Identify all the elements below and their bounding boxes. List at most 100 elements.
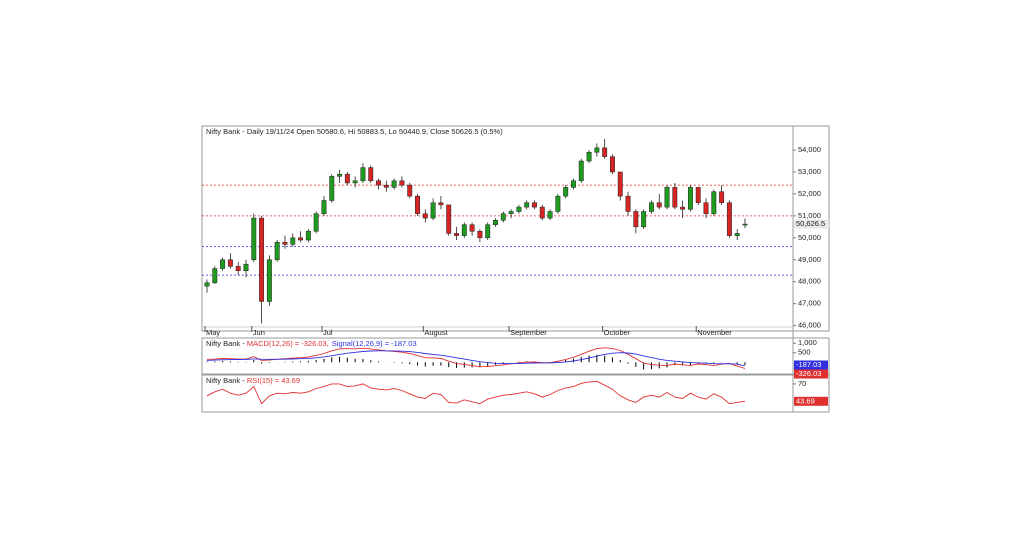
x-tick-label: October (604, 328, 631, 337)
price-panel (201, 125, 830, 332)
candle-body (430, 202, 436, 219)
candle-body (360, 167, 366, 182)
candle-body (672, 187, 678, 208)
candle-body (648, 202, 654, 212)
candle-body (422, 213, 428, 219)
last-value-label: -187.03 (796, 360, 821, 369)
indicator-title: Nifty Bank - RSI(15) = 43.69 (206, 376, 300, 385)
last-value-label-bg (794, 396, 828, 406)
legend-entry: Signal(12,26,9) = -187.03 (332, 339, 417, 348)
last-price-label: 50,626.5 (796, 219, 825, 228)
candle-body (477, 230, 483, 239)
y-tick-label: 52,000 (798, 189, 821, 198)
candle-body (243, 263, 249, 271)
candle-body (687, 187, 693, 210)
candle-body (391, 180, 397, 188)
candle-body (485, 224, 491, 239)
y-tick-label: 50,000 (798, 233, 821, 242)
candle-body (493, 220, 498, 225)
candle-body (469, 224, 475, 232)
candle-body (290, 237, 296, 245)
candle-body (274, 241, 280, 261)
candle-body (609, 156, 615, 173)
candle-body (415, 195, 420, 214)
candle-body (555, 195, 561, 212)
candle-body (321, 200, 327, 214)
candle-body (227, 259, 233, 267)
candle-body (734, 233, 740, 236)
candle-body (508, 211, 514, 214)
y-tick-label: 47,000 (798, 299, 821, 308)
indicator-prefix: Nifty Bank - (206, 376, 247, 385)
x-tick-label: September (510, 328, 547, 337)
y-tick-label: 70 (798, 379, 806, 388)
candle-body (571, 180, 576, 188)
y-tick-label: 48,000 (798, 277, 821, 286)
candle-body (516, 206, 522, 212)
x-tick-label: November (697, 328, 732, 337)
indicator-line (206, 350, 746, 367)
candle-body (633, 211, 639, 228)
candle-body (602, 147, 608, 157)
candle-body (352, 180, 358, 184)
candle-body (313, 213, 319, 232)
candle-body (680, 206, 686, 210)
legend-entry: RSI(15) = 43.69 (247, 376, 300, 385)
candle-body (563, 187, 569, 197)
indicator-line (206, 347, 746, 369)
candle-body (266, 259, 272, 302)
last-value-label: -326.03 (796, 369, 821, 378)
candle-body (532, 202, 537, 208)
candle-body (344, 173, 350, 184)
last-price-bg (794, 219, 829, 229)
candle-body (329, 176, 335, 201)
y-tick-label: 51,000 (798, 211, 821, 220)
candle-body (220, 259, 226, 269)
last-value-label-bg (794, 360, 828, 370)
y-tick-label: 1,000 (798, 338, 817, 347)
candle-body (454, 233, 459, 236)
x-tick-label: May (206, 328, 220, 337)
candle-body (305, 230, 311, 241)
candle-body (547, 211, 553, 219)
macd-panel (201, 337, 830, 375)
y-tick-label: 46,000 (798, 321, 821, 330)
candle-body (376, 180, 381, 186)
last-value-label: 43.69 (796, 396, 815, 405)
candle-body (251, 217, 257, 261)
candle-body (695, 187, 701, 203)
y-tick-label: 500 (798, 348, 811, 357)
candle-body (259, 217, 265, 302)
candle-body (446, 204, 452, 234)
candle-body (438, 202, 444, 206)
candle-body (235, 266, 241, 271)
y-tick-label: 54,000 (798, 145, 821, 154)
candle-body (500, 213, 506, 221)
candle-body (578, 160, 584, 182)
indicator-line (206, 380, 746, 405)
candle-body (461, 224, 467, 236)
candle-body (368, 167, 374, 182)
candle-body (586, 151, 592, 162)
candle-body (625, 195, 631, 212)
candle-body (298, 237, 304, 241)
candle-body (204, 282, 210, 287)
candle-body (539, 206, 545, 219)
x-tick-label: August (424, 328, 448, 337)
candle-body (726, 202, 732, 236)
x-tick-label: Jun (253, 328, 265, 337)
candle-body (742, 223, 748, 226)
x-tick-label: Jul (323, 328, 333, 337)
candle-body (594, 147, 600, 153)
candle-body (656, 202, 662, 208)
candle-body (703, 202, 709, 214)
candle-body (407, 184, 413, 197)
y-tick-label: 49,000 (798, 255, 821, 264)
candle-body (337, 173, 343, 177)
candle-body (212, 268, 218, 284)
candle-body (282, 241, 288, 245)
candle-body (719, 191, 725, 203)
candle-body (383, 184, 389, 188)
